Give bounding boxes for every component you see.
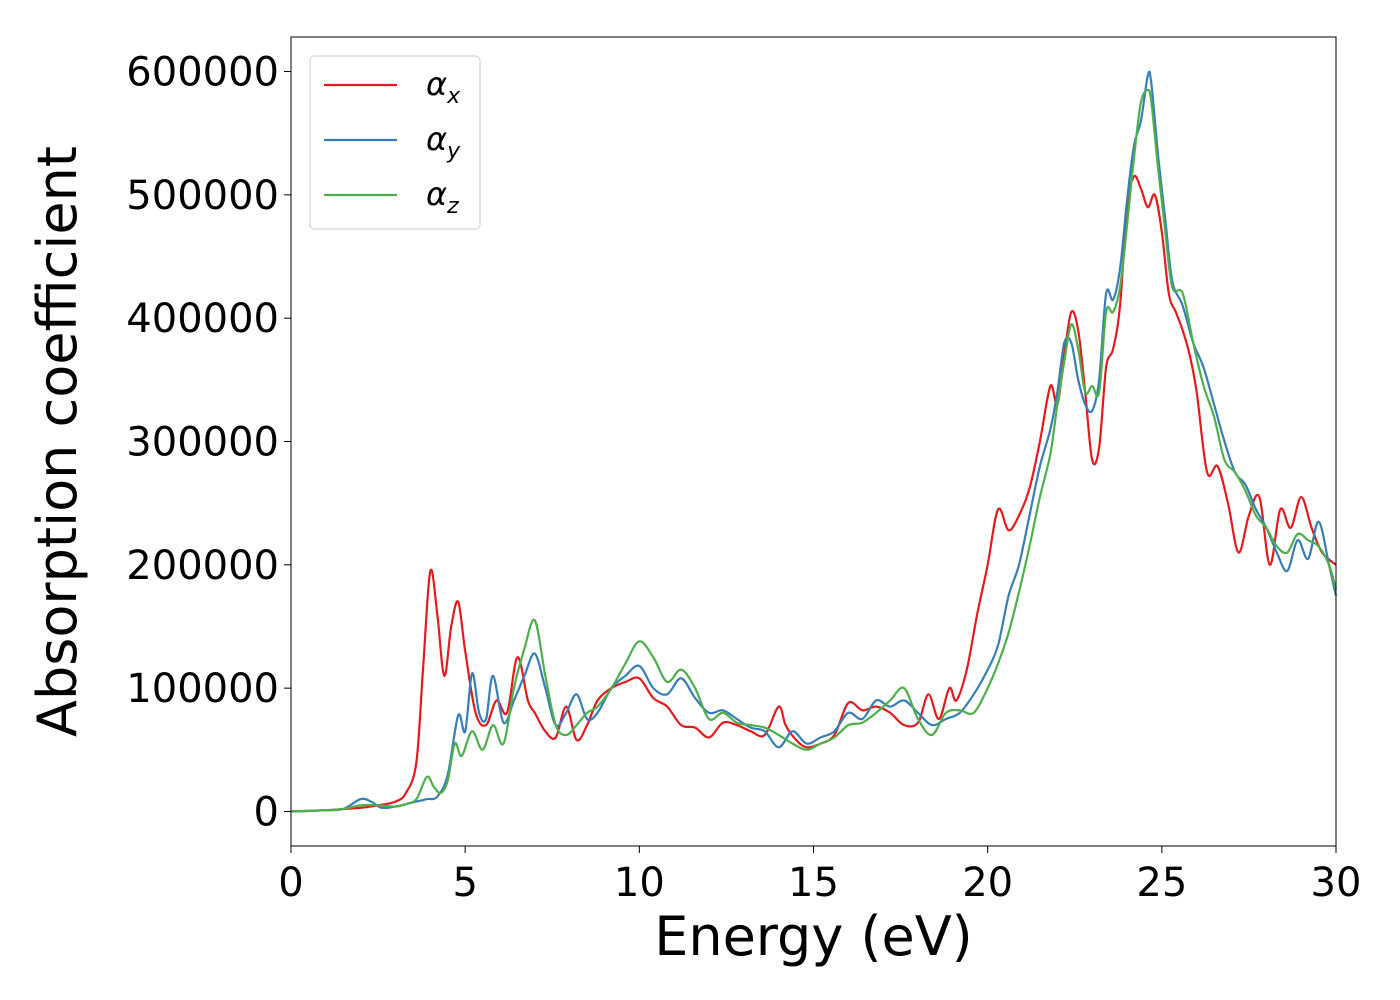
y-tick-label: 300000 [126, 420, 279, 466]
x-tick-label: 25 [1136, 860, 1187, 906]
x-tick-label: 15 [788, 860, 839, 906]
y-tick-label: 0 [254, 789, 279, 835]
legend-label-x: αx [426, 65, 461, 109]
x-tick-label: 20 [962, 860, 1013, 906]
y-tick-label: 500000 [126, 173, 279, 219]
x-tick-label: 5 [452, 860, 477, 906]
series-layer [290, 70, 1338, 813]
x-axis-title: Energy (eV) [654, 905, 973, 968]
y-axis-ticks: 0 100000 200000 300000 400000 500000 600000 [126, 50, 291, 835]
legend-items: αx αy αz [324, 65, 461, 219]
y-axis-title: Absorption coefficient [26, 146, 89, 737]
series-line-x [290, 174, 1337, 813]
legend-label-z: αz [426, 175, 459, 219]
legend: αx αy αz [309, 55, 481, 230]
legend-box [309, 55, 481, 230]
x-axis-ticks: 0 5 10 15 20 25 30 [278, 846, 1361, 906]
legend-label-y: αy [426, 120, 461, 164]
series-line-y [290, 70, 1338, 813]
y-tick-label: 600000 [126, 50, 279, 96]
y-tick-label: 100000 [126, 666, 279, 712]
x-tick-label: 30 [1311, 860, 1362, 906]
series-line-z [290, 88, 1338, 813]
x-tick-label: 10 [614, 860, 665, 906]
y-tick-label: 200000 [126, 543, 279, 589]
x-tick-label: 0 [278, 860, 303, 906]
y-tick-label: 400000 [126, 296, 279, 342]
